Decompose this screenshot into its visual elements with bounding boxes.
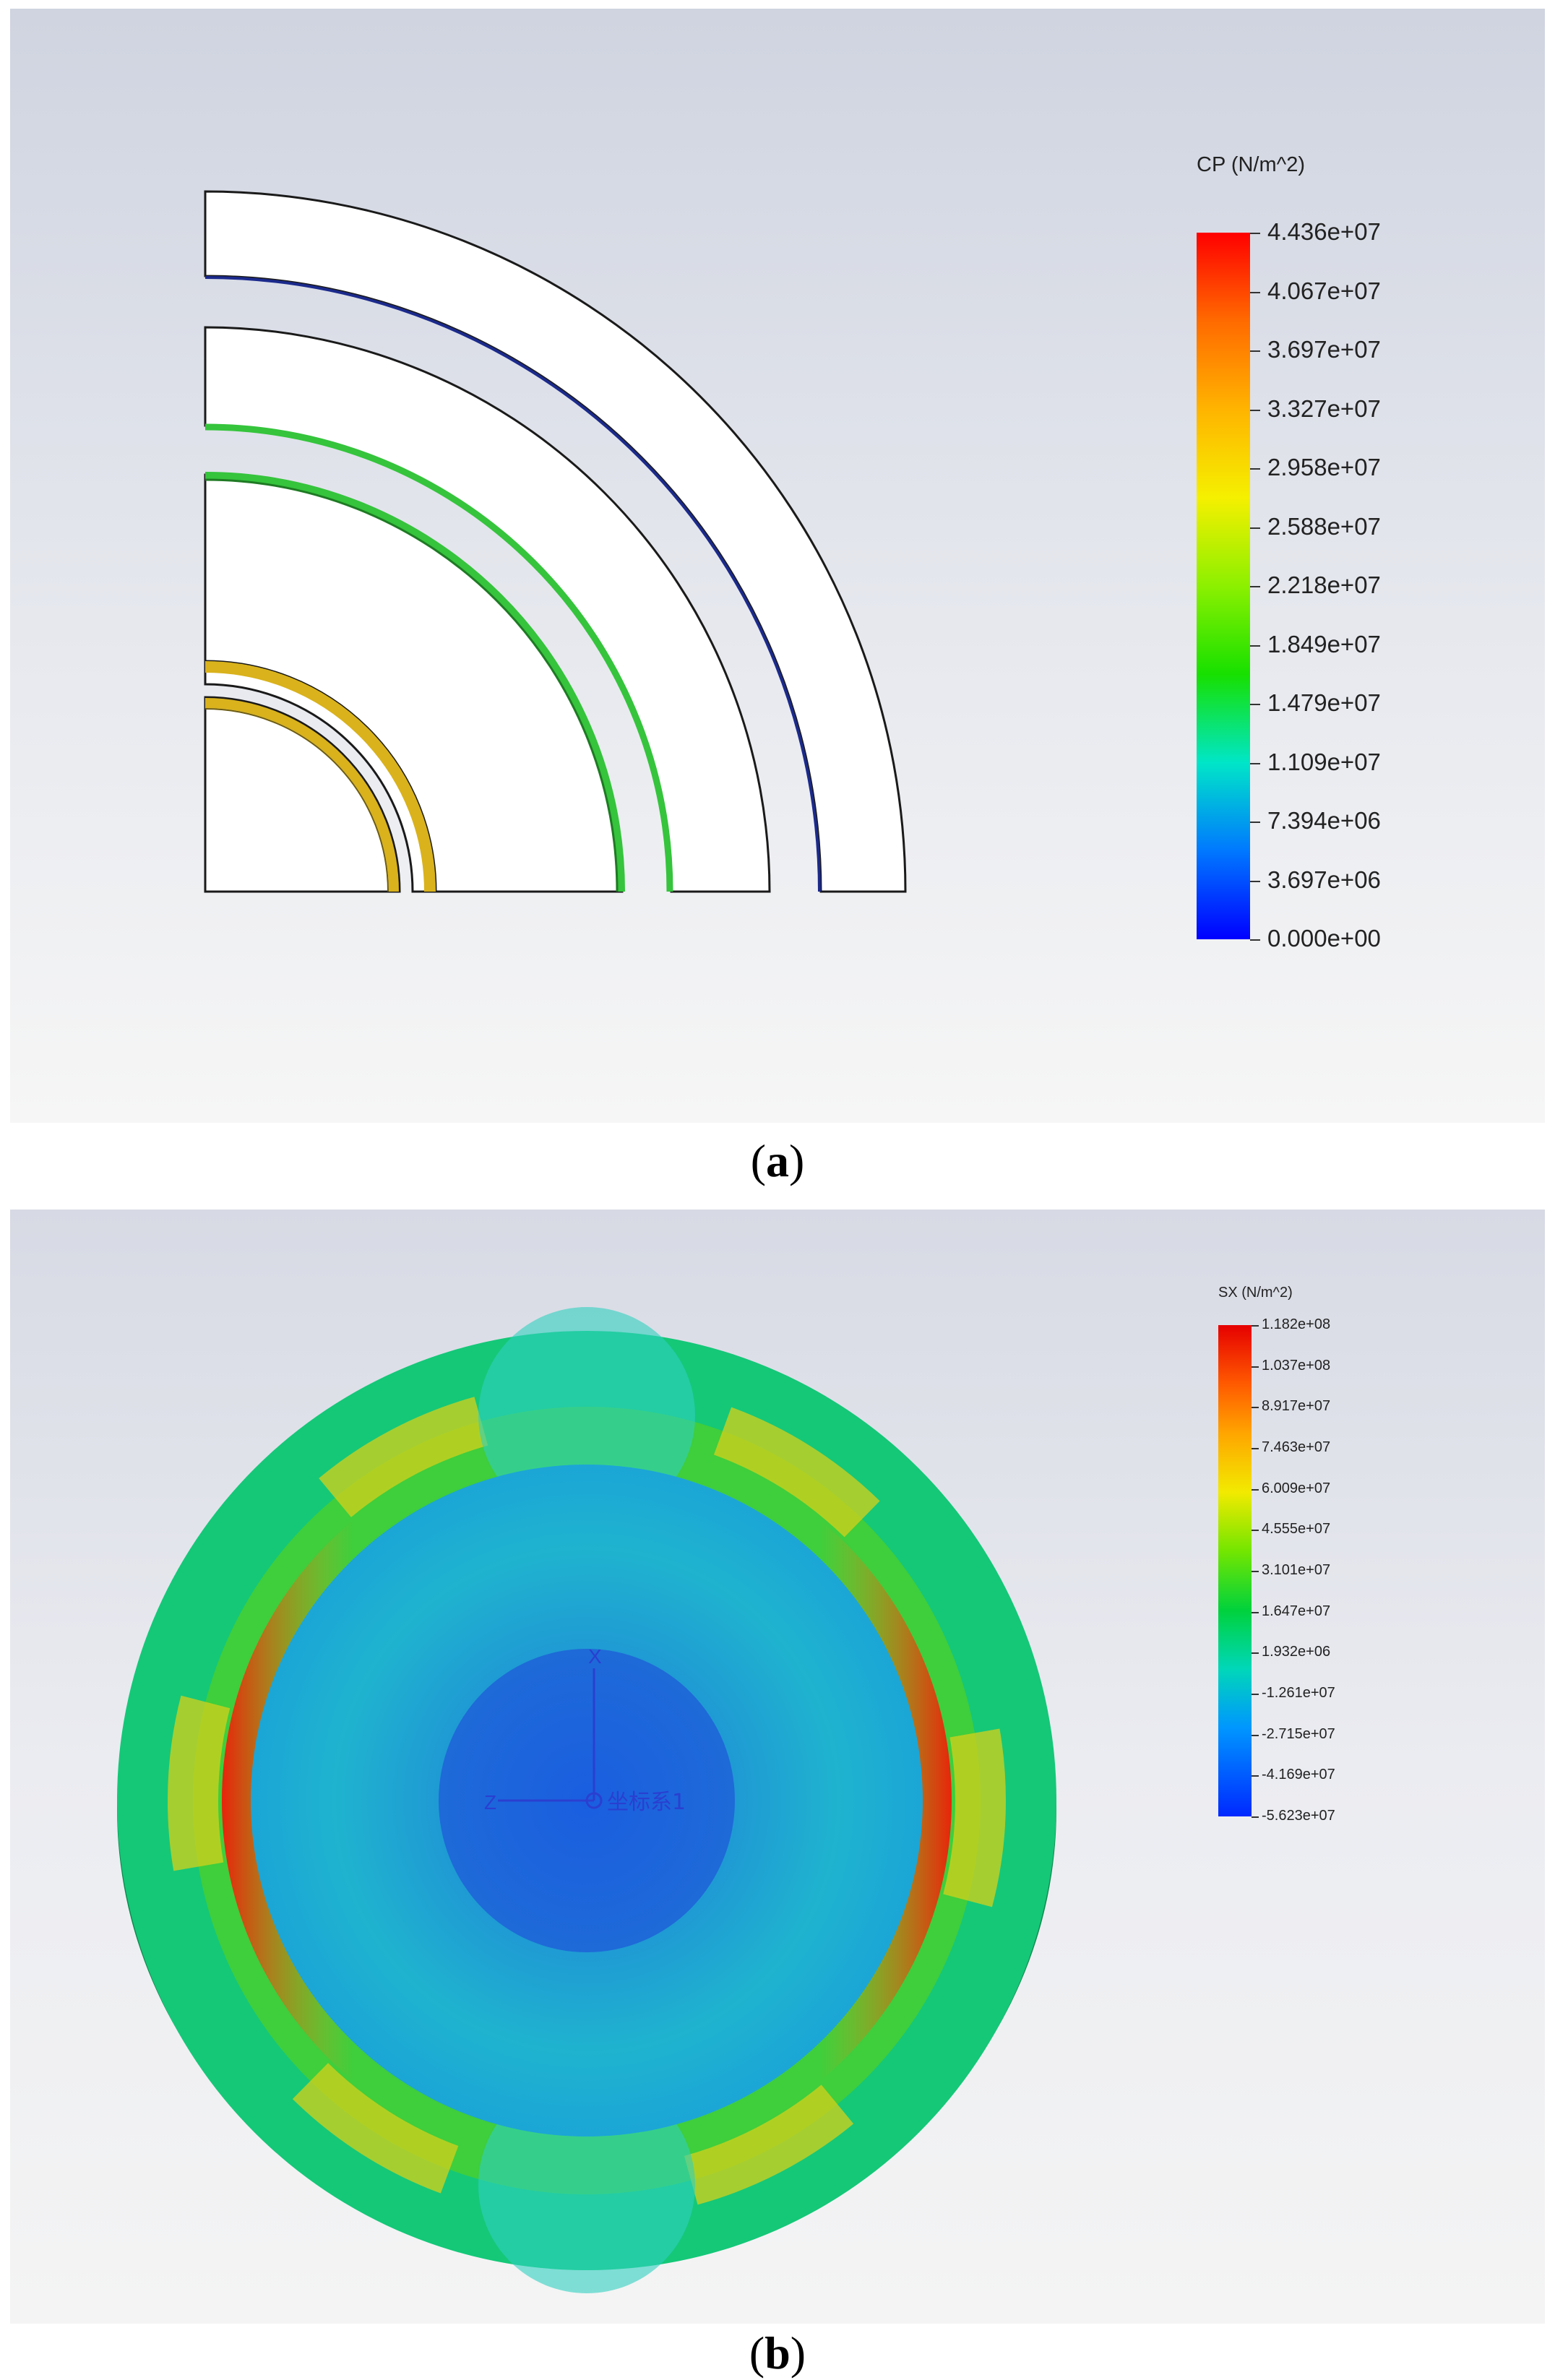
legend-tick-label: 1.849e+07 <box>1267 630 1381 657</box>
triad-x-label: X <box>588 1645 602 1668</box>
pressure-band-yellow-edge <box>204 708 389 892</box>
legend-tick-mark <box>1250 350 1260 352</box>
legend-tick-label: 6.009e+07 <box>1262 1480 1331 1496</box>
legend-tick-label: 8.917e+07 <box>1262 1398 1331 1415</box>
legend-tick-label: 1.182e+08 <box>1262 1316 1331 1332</box>
legend-tick-mark <box>1250 822 1260 823</box>
pressure-band-green-3 <box>204 478 619 892</box>
pressure-band-green-1 <box>204 423 673 892</box>
contact-pressure-legend: CP (N/m^2) 4.436e+07 4.067e+07 3.697e+07 3.… <box>1181 153 1484 962</box>
pressure-band-yellow-2 <box>204 698 399 892</box>
legend-tick-mark <box>1252 1488 1259 1491</box>
coordinate-triad <box>498 1668 603 1809</box>
legend-title: SX (N/m^2) <box>1218 1285 1293 1301</box>
disk-stress-model: X Z 坐标系1 <box>117 1307 1056 2293</box>
legend-tick-mark <box>1250 880 1260 882</box>
pressure-band-outer-blue <box>204 276 821 892</box>
legend-tick-mark <box>1252 1816 1259 1818</box>
stress-sx-panel: X Z 坐标系1 SX (N/m^2) 1.182e+08 1.037e+08 8.… <box>10 1210 1545 2324</box>
legend-tick-mark <box>1252 1407 1259 1409</box>
legend-tick-mark <box>1252 1366 1259 1368</box>
triad-z-label: Z <box>484 1791 496 1814</box>
legend-tick-label: 1.109e+07 <box>1267 748 1381 775</box>
legend-tick-label: 4.067e+07 <box>1267 277 1381 304</box>
color-scale-bar <box>1197 233 1250 939</box>
quarter-ring-model <box>204 190 907 893</box>
coordinate-system-label: 坐标系1 <box>607 1790 686 1815</box>
legend-tick-mark <box>1250 291 1260 293</box>
legend-tick-label: 7.463e+07 <box>1262 1439 1331 1455</box>
legend-tick-label: -4.169e+07 <box>1262 1767 1335 1783</box>
legend-tick-label: 1.037e+08 <box>1262 1357 1331 1374</box>
legend-tick-mark <box>1252 1694 1259 1695</box>
legend-tick-label: 0.000e+00 <box>1267 925 1381 952</box>
legend-tick-mark <box>1250 409 1260 411</box>
legend-tick-label: -5.623e+07 <box>1262 1808 1335 1824</box>
legend-tick-label: -1.261e+07 <box>1262 1685 1335 1701</box>
legend-tick-label: 2.218e+07 <box>1267 572 1381 599</box>
legend-tick-label: 3.327e+07 <box>1267 394 1381 422</box>
legend-tick-label: 7.394e+06 <box>1267 807 1381 835</box>
legend-tick-mark <box>1252 1448 1259 1449</box>
legend-tick-mark <box>1252 1611 1259 1613</box>
legend-tick-mark <box>1252 1775 1259 1777</box>
color-scale-bar <box>1218 1325 1252 1816</box>
legend-tick-mark <box>1250 939 1260 941</box>
ring-part-1 <box>204 696 401 893</box>
legend-tick-label: 3.101e+07 <box>1262 1562 1331 1578</box>
legend-tick-label: 1.647e+07 <box>1262 1603 1331 1619</box>
panel-a-caption: (a) <box>750 1135 805 1186</box>
contact-pressure-panel: CP (N/m^2) 4.436e+07 4.067e+07 3.697e+07 3.… <box>10 9 1545 1123</box>
stress-sx-legend: SX (N/m^2) 1.182e+08 1.037e+08 8.917e+07 7.… <box>1202 1282 1419 1932</box>
legend-tick-mark <box>1252 1325 1259 1327</box>
legend-tick-mark <box>1250 586 1260 587</box>
legend-tick-mark <box>1250 762 1260 764</box>
legend-tick-label: 4.555e+07 <box>1262 1521 1331 1538</box>
legend-tick-label: 2.588e+07 <box>1267 512 1381 540</box>
legend-tick-mark <box>1252 1571 1259 1572</box>
legend-tick-label: 4.436e+07 <box>1267 218 1381 246</box>
legend-tick-label: 3.697e+07 <box>1267 336 1381 363</box>
pressure-band-green-2 <box>204 472 625 892</box>
legend-tick-mark <box>1250 527 1260 529</box>
legend-tick-mark <box>1252 1530 1259 1532</box>
legend-tick-label: 2.958e+07 <box>1267 454 1381 481</box>
legend-tick-mark <box>1250 644 1260 647</box>
panel-b-caption: (b) <box>749 2327 806 2379</box>
middle-ring-yellow <box>168 1381 1006 2220</box>
legend-tick-mark <box>1250 233 1260 234</box>
triad-origin <box>585 1792 603 1809</box>
legend-tick-label: 1.932e+06 <box>1262 1644 1331 1660</box>
legend-tick-mark <box>1250 704 1260 705</box>
legend-tick-label: 3.697e+06 <box>1267 866 1381 893</box>
legend-tick-label: 1.479e+07 <box>1267 689 1381 717</box>
legend-tick-mark <box>1252 1734 1259 1736</box>
legend-tick-label: -2.715e+07 <box>1262 1725 1335 1742</box>
legend-tick-mark <box>1252 1652 1259 1655</box>
pressure-band-yellow-1 <box>204 661 436 892</box>
legend-title: CP (N/m^2) <box>1197 153 1306 176</box>
legend-tick-mark <box>1250 468 1260 470</box>
